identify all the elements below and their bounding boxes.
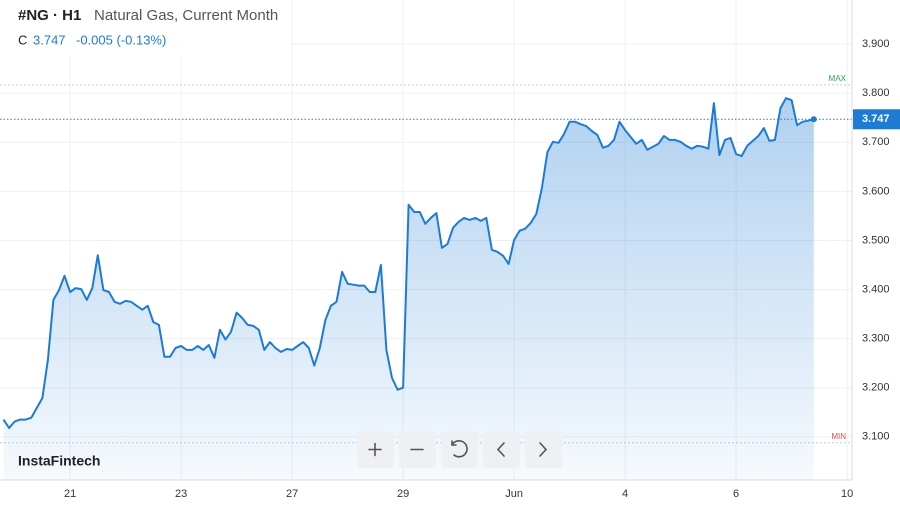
header-bg xyxy=(0,0,290,56)
x-tick-label: Jun xyxy=(505,488,523,500)
x-tick-label: 4 xyxy=(622,488,628,500)
scroll-left-button[interactable] xyxy=(483,431,520,468)
brand: InstaFintech xyxy=(18,453,100,469)
reset-icon xyxy=(451,440,468,458)
plot xyxy=(0,97,852,480)
x-tick-label: 21 xyxy=(64,488,76,500)
y-tick-label: 3.100 xyxy=(862,431,890,443)
close-change: -0.005 (-0.13%) xyxy=(76,32,166,47)
toolbar xyxy=(357,431,562,468)
reset-button[interactable] xyxy=(441,431,478,468)
symbol: #NG · H1 xyxy=(18,7,81,24)
y-tick-label: 3.600 xyxy=(862,185,890,197)
last-price-badge xyxy=(853,109,900,130)
last-price-label: 3.747 xyxy=(862,113,890,125)
close-value: 3.747 xyxy=(33,32,66,47)
x-tick-label: 10 xyxy=(841,488,853,500)
close-prefix: C xyxy=(18,32,27,47)
instrument-title: Natural Gas, Current Month xyxy=(94,7,278,24)
y-tick-label: 3.300 xyxy=(862,333,890,345)
x-tick-label: 29 xyxy=(397,488,409,500)
y-tick-label: 3.500 xyxy=(862,234,890,246)
last-point xyxy=(810,116,817,123)
min-label: MIN xyxy=(831,432,846,441)
y-tick-label: 3.400 xyxy=(862,283,890,295)
x-tick-label: 27 xyxy=(286,488,298,500)
zoom-in-icon xyxy=(368,442,382,457)
y-tick-label: 3.200 xyxy=(862,382,890,394)
max-label: MAX xyxy=(829,74,847,83)
x-tick-label: 23 xyxy=(175,488,187,500)
scroll-left-icon xyxy=(496,442,505,457)
scroll-right-button[interactable] xyxy=(525,431,562,468)
y-tick-label: 3.800 xyxy=(862,87,890,99)
price-line xyxy=(2,97,815,429)
x-tick-label: 6 xyxy=(733,488,739,500)
y-tick-label: 3.700 xyxy=(862,136,890,148)
scroll-right-icon xyxy=(539,442,548,457)
area-fill xyxy=(3,98,814,480)
y-tick-label: 3.900 xyxy=(862,38,890,50)
